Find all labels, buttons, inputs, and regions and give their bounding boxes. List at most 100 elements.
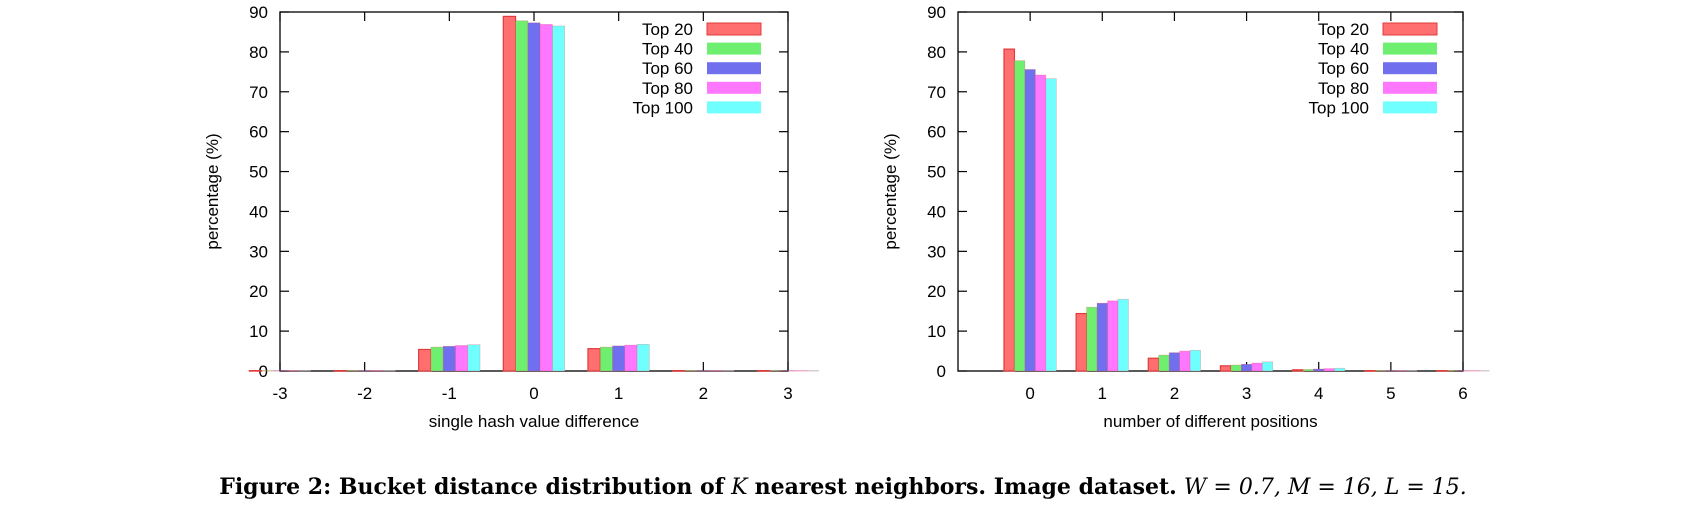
bar-top-100-6	[1478, 370, 1490, 372]
bar-top-40-3	[769, 370, 783, 372]
caption-params: W = 0.7, M = 16, L = 15.	[1183, 475, 1467, 500]
bar-top-40-0	[515, 20, 529, 372]
x-tick-label: 3	[1242, 384, 1251, 403]
bar-top-40-5	[1374, 370, 1386, 372]
bar-top-60-5	[1385, 370, 1397, 372]
bar-top-100--2	[382, 370, 396, 372]
y-tick-label: 50	[249, 163, 268, 182]
legend-label: Top 20	[642, 20, 693, 39]
bar-top-60-1	[1096, 302, 1108, 372]
caption-k: K	[731, 475, 748, 500]
bar-top-100-5	[1406, 370, 1418, 372]
y-tick-label: 20	[249, 282, 268, 301]
bar-top-80--2	[370, 370, 384, 372]
legend-swatch	[706, 22, 762, 36]
bar-top-100--3	[298, 370, 312, 372]
y-tick-label: 40	[927, 202, 946, 221]
legend-swatch	[1383, 101, 1437, 114]
legend-label: Top 100	[633, 98, 694, 117]
x-tick-label: 2	[699, 384, 708, 403]
bar-top-40-6	[1447, 370, 1459, 372]
bar-top-100-2	[1189, 349, 1201, 372]
bar-top-60-1	[612, 345, 626, 372]
bar-top-100-0	[552, 25, 565, 372]
x-tick-label: 6	[1458, 384, 1467, 403]
bar-top-100-4	[1334, 367, 1346, 372]
y-tick-label: 0	[259, 362, 268, 381]
legend-swatch	[1382, 22, 1438, 36]
y-tick-label: 30	[927, 242, 946, 261]
y-tick-label: 70	[249, 83, 268, 102]
bar-top-100-1	[636, 343, 650, 372]
x-tick-label: 5	[1386, 384, 1395, 403]
bar-top-20-4	[1291, 369, 1304, 372]
bar-top-20-0	[1003, 48, 1016, 372]
y-tick-label: 60	[927, 123, 946, 142]
bar-top-80--1	[455, 345, 469, 372]
y-axis-label: percentage (%)	[203, 133, 222, 249]
legend-label: Top 80	[1318, 79, 1369, 98]
bar-top-20--2	[333, 370, 347, 372]
y-tick-label: 40	[249, 202, 268, 221]
y-tick-label: 50	[927, 163, 946, 182]
bar-top-100-3	[806, 370, 819, 372]
bar-top-40-3	[1230, 364, 1242, 372]
x-tick-label: 4	[1314, 384, 1323, 403]
y-tick-label: 70	[927, 83, 946, 102]
legend-swatch	[707, 62, 761, 75]
bar-top-60-4	[1313, 368, 1325, 372]
bar-top-40--1	[430, 346, 444, 372]
bar-top-40-1	[599, 346, 613, 372]
x-tick-label: 1	[614, 384, 623, 403]
x-tick-label: 1	[1098, 384, 1107, 403]
x-tick-label: 3	[783, 384, 792, 403]
bar-top-80-6	[1467, 370, 1479, 372]
bar-top-60-2	[696, 370, 710, 372]
legend-swatch	[707, 101, 761, 114]
y-tick-label: 10	[927, 322, 946, 341]
x-tick-label: 2	[1170, 384, 1179, 403]
bar-top-80-0	[539, 24, 553, 372]
bar-top-80-2	[709, 370, 723, 372]
bar-top-60-0	[1024, 69, 1036, 372]
y-tick-label: 20	[927, 282, 946, 301]
plot-frame	[957, 11, 1464, 372]
bar-top-20--3	[248, 370, 263, 372]
bar-top-100-2	[721, 370, 735, 372]
bar-top-40-1	[1086, 306, 1098, 372]
y-tick-label: 80	[927, 43, 946, 62]
y-tick-label: 0	[937, 362, 946, 381]
bar-top-40--3	[261, 370, 275, 372]
y-tick-label: 90	[927, 3, 946, 22]
y-tick-label: 10	[249, 322, 268, 341]
bar-top-60-3	[781, 370, 795, 372]
bar-top-20--1	[418, 348, 432, 372]
bar-top-60--1	[442, 345, 456, 372]
bar-top-40--2	[345, 370, 359, 372]
y-tick-label: 80	[249, 43, 268, 62]
bar-top-40-0	[1014, 60, 1026, 372]
bar-top-80--3	[285, 370, 299, 372]
legend-swatch	[1383, 42, 1437, 55]
bar-top-20-5	[1364, 370, 1376, 372]
bar-top-100-0	[1045, 78, 1057, 372]
y-tick-label: 90	[249, 3, 268, 22]
legend-label: Top 60	[1318, 59, 1369, 78]
legend-swatch	[1383, 81, 1437, 94]
bar-top-80-2	[1179, 350, 1191, 372]
bar-top-60--3	[273, 370, 287, 372]
y-tick-label: 30	[249, 242, 268, 261]
caption-middle: nearest neighbors. Image dataset.	[754, 474, 1177, 500]
legend-label: Top 100	[1309, 98, 1370, 117]
bar-top-20-0	[502, 15, 517, 372]
bar-top-20-6	[1436, 370, 1448, 372]
bar-top-80-5	[1395, 370, 1407, 372]
bar-top-40-2	[684, 370, 698, 372]
y-axis-label: percentage (%)	[881, 133, 900, 249]
bar-top-40-2	[1158, 354, 1170, 372]
bar-top-80-3	[1251, 362, 1263, 372]
legend-swatch	[707, 42, 761, 55]
bar-top-80-1	[624, 344, 638, 372]
bar-top-20-1	[587, 348, 601, 372]
